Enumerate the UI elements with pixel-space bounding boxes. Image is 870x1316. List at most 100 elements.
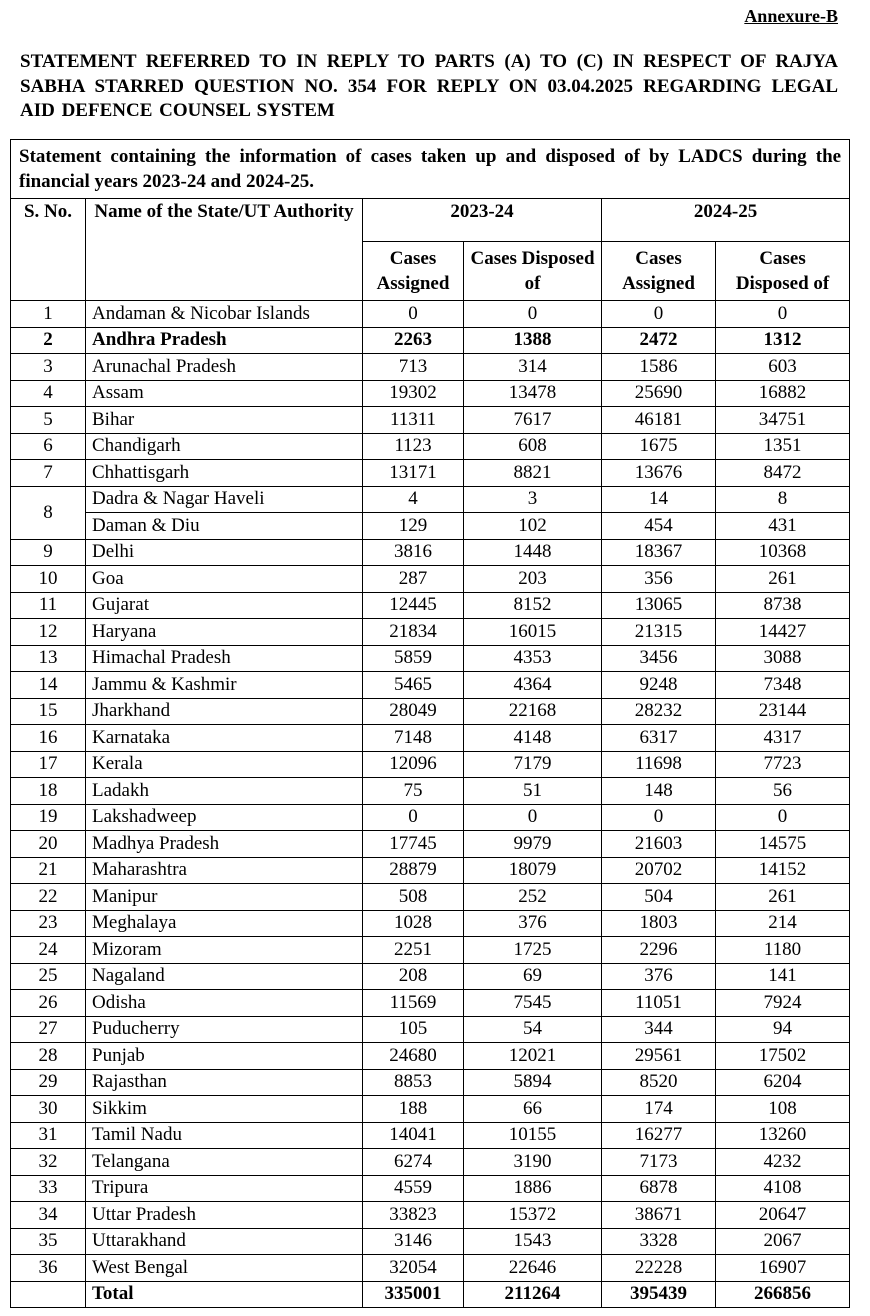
cell-value: 508 xyxy=(362,883,464,911)
cell-value: 1351 xyxy=(714,432,851,460)
cell-value: 376 xyxy=(601,962,716,990)
serial-number: 18 xyxy=(10,777,86,805)
cell-value: 0 xyxy=(601,300,716,328)
cell-value: 28232 xyxy=(601,697,716,725)
table-row: 6 Chandigarh 1123 608 1675 1351 xyxy=(10,432,851,460)
table-row: 32 Telangana 6274 3190 7173 4232 xyxy=(10,1148,851,1176)
cell-value: 24680 xyxy=(362,1042,464,1070)
serial-number: 32 xyxy=(10,1148,86,1176)
serial-number: 9 xyxy=(10,538,86,566)
cell-value: 5465 xyxy=(362,671,464,699)
serial-number: 36 xyxy=(10,1254,86,1282)
state-name: Sikkim xyxy=(85,1095,363,1123)
cell-value: 16907 xyxy=(714,1254,851,1282)
cell-value: 203 xyxy=(463,565,602,593)
state-name: Assam xyxy=(85,379,363,407)
total-label: Total xyxy=(85,1280,363,1308)
cell-value: 1803 xyxy=(601,909,716,937)
empty-cell xyxy=(10,1280,86,1308)
serial-number: 33 xyxy=(10,1174,86,1202)
cell-value: 2263 xyxy=(362,326,464,354)
table-row: 8 Dadra & Nagar Haveli 4 3 14 8 xyxy=(10,485,851,540)
cell-value: 261 xyxy=(714,883,851,911)
state-name: Maharashtra xyxy=(85,856,363,884)
cell-value: 13171 xyxy=(362,459,464,487)
cell-value: 8821 xyxy=(463,459,602,487)
state-name: Goa xyxy=(85,565,363,593)
cell-value: 3 xyxy=(463,485,602,513)
cell-value: 6274 xyxy=(362,1148,464,1176)
cell-value: 13065 xyxy=(601,591,716,619)
serial-number: 30 xyxy=(10,1095,86,1123)
table-row: 3 Arunachal Pradesh 713 314 1586 603 xyxy=(10,353,851,381)
title: STATEMENT REFERRED TO IN REPLY TO PARTS … xyxy=(20,51,838,121)
cell-value: 29561 xyxy=(601,1042,716,1070)
table-body: 1 Andaman & Nicobar Islands 0 0 0 0 2 Andhra Pr… xyxy=(10,300,851,1308)
state-name: Himachal Pradesh xyxy=(85,644,363,672)
table-row: 27 Puducherry 105 54 344 94 xyxy=(10,1015,851,1043)
cell-value: 376 xyxy=(463,909,602,937)
serial-number: 23 xyxy=(10,909,86,937)
cell-value: 14 xyxy=(601,485,716,513)
cell-value: 4148 xyxy=(463,724,602,752)
table-row: 15 Jharkhand 28049 22168 28232 23144 xyxy=(10,697,851,725)
cell-value: 4108 xyxy=(714,1174,851,1202)
serial-number: 8 xyxy=(10,485,86,540)
state-name: West Bengal xyxy=(85,1254,363,1282)
cell-value: 0 xyxy=(601,803,716,831)
state-name: Odisha xyxy=(85,989,363,1017)
cell-value: 34751 xyxy=(714,406,851,434)
cell-value: 504 xyxy=(601,883,716,911)
cell-value: 7173 xyxy=(601,1148,716,1176)
state-name: Jharkhand xyxy=(85,697,363,725)
serial-number: 6 xyxy=(10,432,86,460)
state-name: Tripura xyxy=(85,1174,363,1202)
header-name: Name of the State/UT Authority xyxy=(85,198,363,301)
cell-value: 21834 xyxy=(362,618,464,646)
annexure-label: Annexure-B xyxy=(744,6,838,26)
state-name: Ladakh xyxy=(85,777,363,805)
cell-value: 2472 xyxy=(601,326,716,354)
cell-value: 2067 xyxy=(714,1227,851,1255)
cell-value: 16277 xyxy=(601,1121,716,1149)
cell-value: 11569 xyxy=(362,989,464,1017)
total-value: 211264 xyxy=(463,1280,602,1308)
cell-value: 0 xyxy=(714,803,851,831)
cell-value: 13260 xyxy=(714,1121,851,1149)
cell-value: 1123 xyxy=(362,432,464,460)
serial-number: 24 xyxy=(10,936,86,964)
cell-value: 261 xyxy=(714,565,851,593)
table-row: 31 Tamil Nadu 14041 10155 16277 13260 xyxy=(10,1121,851,1149)
cell-value: 23144 xyxy=(714,697,851,725)
table-row: 29 Rajasthan 8853 5894 8520 6204 xyxy=(10,1068,851,1096)
table-row: 22 Manipur 508 252 504 261 xyxy=(10,883,851,911)
cell-value: 174 xyxy=(601,1095,716,1123)
state-name: Daman & Diu xyxy=(85,512,363,540)
serial-number: 3 xyxy=(10,353,86,381)
table-row: 18 Ladakh 75 51 148 56 xyxy=(10,777,851,805)
cell-value: 12096 xyxy=(362,750,464,778)
cell-value: 8152 xyxy=(463,591,602,619)
header-year: 2023-24 xyxy=(362,198,602,242)
state-name: Bihar xyxy=(85,406,363,434)
cell-value: 1028 xyxy=(362,909,464,937)
state-name: Meghalaya xyxy=(85,909,363,937)
cell-value: 148 xyxy=(601,777,716,805)
serial-number: 17 xyxy=(10,750,86,778)
cell-value: 38671 xyxy=(601,1201,716,1229)
serial-number: 15 xyxy=(10,697,86,725)
state-name: Arunachal Pradesh xyxy=(85,353,363,381)
cell-value: 69 xyxy=(463,962,602,990)
cell-value: 4364 xyxy=(463,671,602,699)
serial-number: 11 xyxy=(10,591,86,619)
cell-value: 7617 xyxy=(463,406,602,434)
state-name: Andhra Pradesh xyxy=(85,326,363,354)
cell-value: 0 xyxy=(463,300,602,328)
header-sub: Cases Disposed of xyxy=(714,241,851,301)
table-row: 12 Haryana 21834 16015 21315 14427 xyxy=(10,618,851,646)
cell-value: 356 xyxy=(601,565,716,593)
table-row: 5 Bihar 11311 7617 46181 34751 xyxy=(10,406,851,434)
cell-value: 252 xyxy=(463,883,602,911)
table-row: 36 West Bengal 32054 22646 22228 16907 xyxy=(10,1254,851,1282)
